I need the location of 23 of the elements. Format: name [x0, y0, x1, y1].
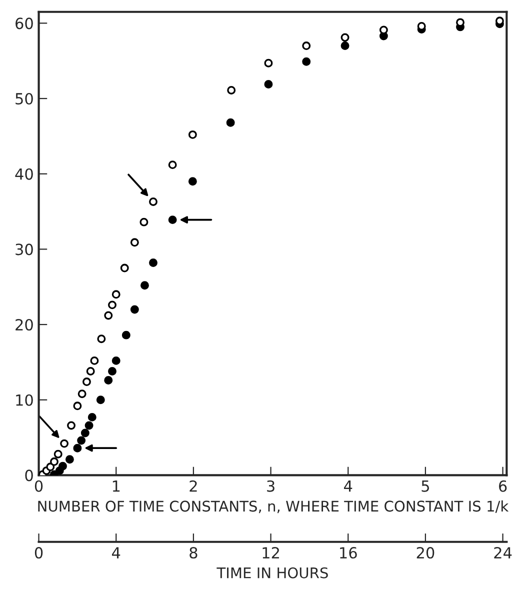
x2-tick-label: 0 [34, 547, 43, 559]
x-tick-label: 0 [34, 480, 43, 492]
x-tick-label: 5 [422, 480, 429, 492]
x2-tick-label: 20 [416, 547, 434, 559]
y-tick-label: 10 [16, 394, 33, 406]
y-tick-label: 0 [25, 470, 33, 482]
y-tick-label: 50 [16, 92, 33, 105]
y-tick-label: 20 [16, 318, 33, 331]
x-tick-label: 1 [112, 480, 120, 492]
x2-tick-label: 12 [262, 547, 279, 558]
y-tick-label: 40 [15, 168, 33, 180]
x2-tick-label: 24 [494, 547, 512, 558]
x2-tick-label: 4 [112, 547, 120, 558]
x-tick-label: 6 [499, 480, 507, 492]
x-tick-label: 3 [267, 480, 274, 492]
x2-axis-title: TIME IN HOURS [216, 567, 328, 578]
x2-tick-label: 16 [340, 547, 357, 559]
x-tick-label: 4 [344, 480, 352, 492]
y-tick-label: 30 [16, 244, 33, 256]
x-axis-title: NUMBER OF TIME CONSTANTS, n, WHERE TIME CONSTANT IS 1/k [38, 500, 509, 514]
x-tick-label: 2 [190, 480, 197, 492]
x2-tick-label: 8 [190, 547, 198, 559]
y-tick-label: 60 [16, 18, 33, 30]
